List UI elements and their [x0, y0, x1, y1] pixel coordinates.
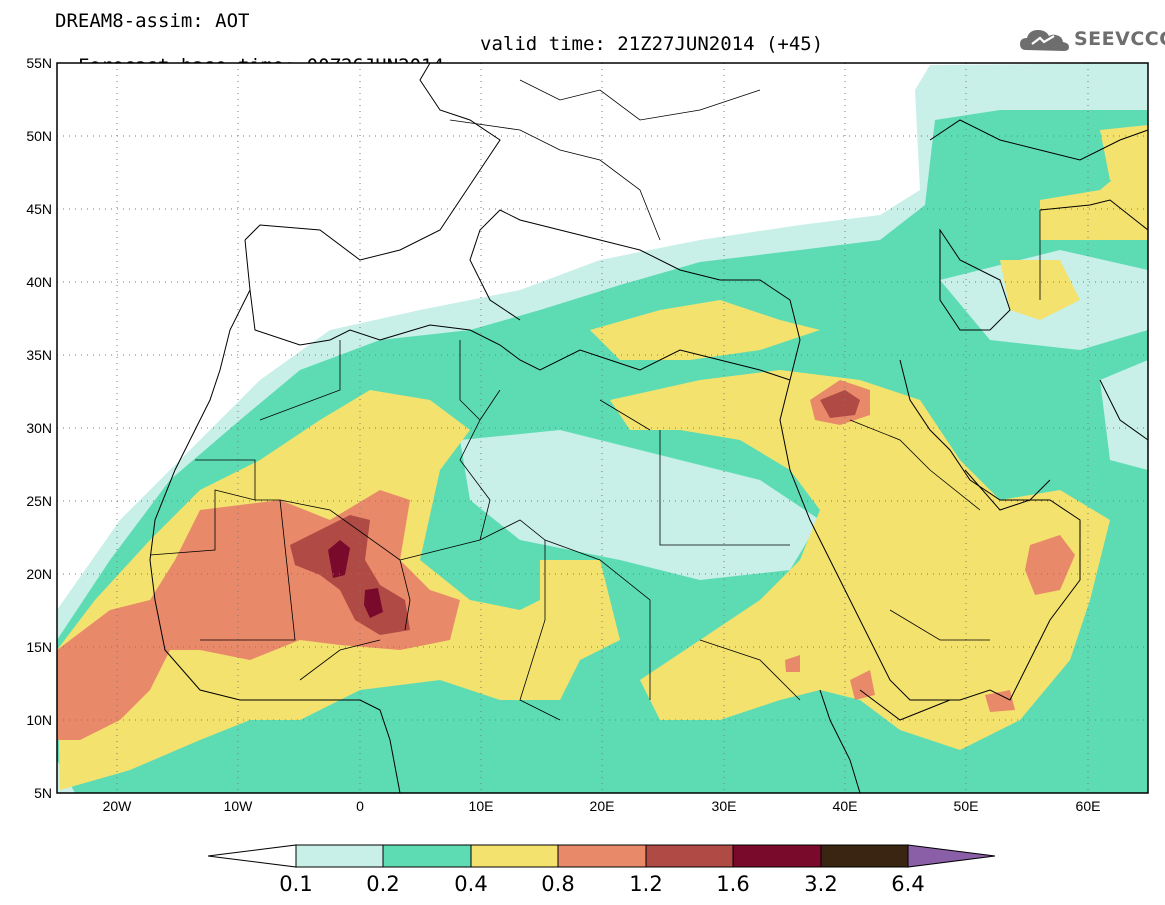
- lon-tick-label: 10E: [468, 798, 494, 814]
- map-frame: [56, 62, 1149, 794]
- lon-tick-label: 0: [356, 798, 364, 814]
- lat-tick-label: 30N: [26, 420, 52, 436]
- lon-tick-label: 50E: [953, 798, 979, 814]
- colorbar-max-arrow: [907, 844, 996, 868]
- colorbar-label: 1.2: [629, 872, 663, 896]
- lon-tick-label: 20E: [589, 798, 615, 814]
- colorbar-label: 0.8: [541, 872, 575, 896]
- map-title: DREAM8-assim: AOT: [55, 10, 250, 32]
- lon-tick-label: 30E: [711, 798, 737, 814]
- lat-tick-label: 50N: [26, 128, 52, 144]
- lon-tick-label: 60E: [1075, 798, 1101, 814]
- colorbar-label: 0.4: [454, 872, 488, 896]
- lat-tick-label: 55N: [26, 55, 52, 71]
- cloud-logo-icon: [1020, 30, 1069, 51]
- aot-band-1.6: [328, 540, 350, 578]
- lat-tick-label: 40N: [26, 274, 52, 290]
- lon-tick-label: 20W: [102, 798, 132, 814]
- colorbar-label: 6.4: [891, 872, 925, 896]
- lat-tick-label: 45N: [26, 201, 52, 217]
- valid-time: valid time: 21Z27JUN2014 (+45): [480, 33, 824, 55]
- colorbar-swatch: [557, 844, 647, 868]
- colorbar-swatch: [820, 844, 909, 868]
- colorbar-swatch: [295, 844, 384, 868]
- colorbar-swatch: [470, 844, 559, 868]
- lat-tick-label: 15N: [26, 639, 52, 655]
- colorbar-swatch: [382, 844, 472, 868]
- lon-tick-label: 10W: [223, 798, 253, 814]
- colorbar-label: 1.6: [716, 872, 750, 896]
- colorbar-swatch: [645, 844, 734, 868]
- lat-tick-label: 10N: [26, 712, 52, 728]
- logo-text: SEEVCCC: [1074, 28, 1165, 50]
- lat-tick-label: 35N: [26, 347, 52, 363]
- colorbar-label: 0.1: [279, 872, 313, 896]
- lat-tick-label: 5N: [34, 785, 52, 801]
- lon-tick-label: 40E: [832, 798, 858, 814]
- colorbar-swatch: [732, 844, 822, 868]
- lat-tick-label: 25N: [26, 493, 52, 509]
- lat-tick-label: 20N: [26, 566, 52, 582]
- aot-field: [57, 63, 1148, 793]
- seevccc-logo: SEEVCCC: [1018, 24, 1165, 56]
- colorbar-min-arrow: [207, 844, 297, 868]
- borders: [149, 79, 1041, 721]
- colorbar-label: 3.2: [804, 872, 838, 896]
- colorbar-label: 0.2: [366, 872, 400, 896]
- coastlines: [149, 63, 1148, 793]
